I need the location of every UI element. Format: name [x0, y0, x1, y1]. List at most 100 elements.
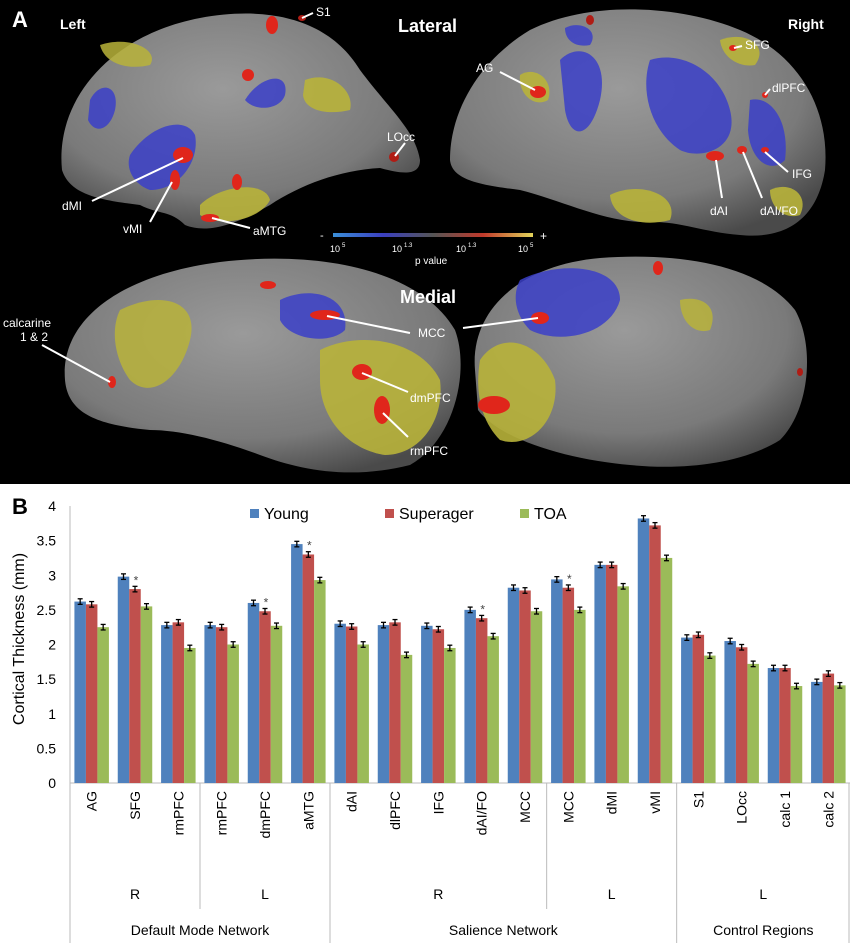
- medial-view-label: Medial: [400, 287, 456, 307]
- right-lateral-hemisphere: [450, 9, 826, 236]
- bar-toa: [747, 663, 759, 783]
- error-bar: [727, 637, 733, 645]
- x-tick-label: calc 1: [777, 791, 793, 828]
- error-bar: [392, 618, 398, 626]
- label-dai: dAI: [710, 204, 728, 218]
- error-bar: [294, 540, 300, 548]
- error-bar: [100, 623, 106, 631]
- error-bar: [837, 681, 843, 689]
- error-bar: [814, 678, 820, 686]
- left-medial-hemisphere: [64, 258, 461, 473]
- error-bar: [144, 602, 149, 610]
- error-bar: [360, 641, 366, 648]
- y-tick-label: 0.5: [37, 740, 57, 756]
- bar-toa: [97, 627, 109, 783]
- legend: Young Superager TOA: [250, 506, 567, 523]
- bar-toa: [314, 580, 326, 783]
- error-bar: [750, 660, 756, 668]
- error-bar: [274, 622, 279, 630]
- x-tick-label: LOcc: [734, 791, 750, 824]
- label-rmpfc: rmPFC: [410, 444, 448, 458]
- bar-young: [377, 625, 390, 783]
- x-tick-label: calc 2: [820, 791, 836, 828]
- lateral-view-label: Lateral: [398, 16, 457, 36]
- legend-label-toa: TOA: [534, 506, 567, 523]
- panel-a-brain-maps: A: [0, 0, 850, 484]
- bar-toa: [400, 654, 413, 783]
- y-tick-label: 3: [48, 567, 56, 583]
- bar-young: [421, 625, 433, 783]
- y-axis-label: Cortical Thickness (mm): [11, 553, 28, 725]
- error-bar: [479, 614, 485, 622]
- error-bar: [337, 620, 343, 628]
- error-bar: [597, 561, 603, 569]
- error-bar: [175, 618, 181, 626]
- error-bar: [652, 521, 658, 529]
- bar-superager: [735, 647, 748, 783]
- right-medial-hemisphere: [474, 256, 807, 467]
- x-tick-label: vMI: [647, 791, 663, 814]
- category-groups: R L R L L Default Mode Network Salience Networ…: [130, 783, 850, 943]
- bar-young: [637, 518, 650, 783]
- label-dmpfc: dmPFC: [410, 391, 451, 405]
- label-dmi: dMI: [62, 199, 82, 213]
- hemisphere-label: L: [608, 886, 616, 902]
- y-tick-label: 0: [48, 775, 56, 791]
- x-tick-label: dlPFC: [387, 791, 403, 830]
- error-bar: [664, 554, 669, 562]
- bar-superager: [259, 611, 271, 783]
- bar-young: [724, 641, 736, 783]
- legend-swatch-young: [250, 509, 259, 518]
- bar-toa: [357, 644, 369, 783]
- error-bar: [739, 643, 745, 651]
- bar-superager: [475, 618, 488, 783]
- panel-b-bar-chart: B Cortical Thickness (mm) 0 0.5 1 1.5 2 2.5 3 3…: [0, 484, 850, 943]
- error-bar: [794, 682, 799, 690]
- error-bar: [230, 641, 236, 648]
- bar-young: [551, 579, 563, 783]
- bar-toa: [790, 686, 803, 783]
- bar-superager: [562, 587, 575, 783]
- colorbar-tick-exp: 1.3: [404, 243, 413, 249]
- bar-young: [117, 576, 130, 783]
- x-tick-labels: AG SFG rmPFC rmPFC dmPFC aMTG dAI dlPFC IFG dAI/F…: [84, 791, 837, 839]
- y-tick-label: 1.5: [37, 671, 57, 687]
- left-view-label: Left: [60, 16, 86, 32]
- x-tick-label: rmPFC: [214, 791, 230, 835]
- error-bar: [262, 607, 268, 615]
- legend-label-superager: Superager: [399, 506, 474, 523]
- x-tick-label: dmPFC: [257, 791, 273, 838]
- label-s1: S1: [316, 5, 331, 19]
- error-bar: [825, 670, 831, 678]
- y-tick-label: 1: [48, 706, 56, 722]
- label-vmi: vMI: [123, 222, 142, 236]
- bar-young: [507, 587, 520, 783]
- x-tick-label: dAI/FO: [474, 791, 490, 835]
- error-bar: [771, 664, 776, 672]
- y-tick-label: 2: [48, 637, 56, 653]
- y-tick-label: 2.5: [37, 602, 57, 618]
- error-bar: [641, 515, 646, 522]
- panel-a-letter: A: [12, 7, 28, 32]
- bar-young: [681, 637, 693, 783]
- label-locc: LOcc: [387, 130, 415, 144]
- p-value-colorbar: - + 10 5 10 1.3 10 1.3 10 5 p value: [320, 229, 547, 267]
- error-bar: [164, 621, 170, 629]
- error-bar: [577, 606, 583, 614]
- bar-toa: [660, 557, 673, 783]
- error-bar: [187, 644, 193, 652]
- colorbar-tick-exp: 1.3: [468, 243, 477, 249]
- label-mcc: MCC: [418, 326, 446, 340]
- legend-swatch-toa: [520, 509, 529, 518]
- colorbar-tick-exp: 5: [530, 243, 534, 249]
- error-bar: [620, 582, 626, 590]
- label-sfg: SFG: [745, 38, 770, 52]
- bar-young: [767, 668, 780, 783]
- cortical-thickness-chart: B Cortical Thickness (mm) 0 0.5 1 1.5 2 2.5 3 3…: [11, 494, 850, 943]
- error-bar: [435, 625, 441, 633]
- hemisphere-label: L: [759, 886, 767, 902]
- significance-star: *: [307, 539, 312, 553]
- error-bar: [317, 576, 323, 584]
- error-bar: [511, 584, 516, 592]
- brain-surface-figure: A: [3, 5, 826, 473]
